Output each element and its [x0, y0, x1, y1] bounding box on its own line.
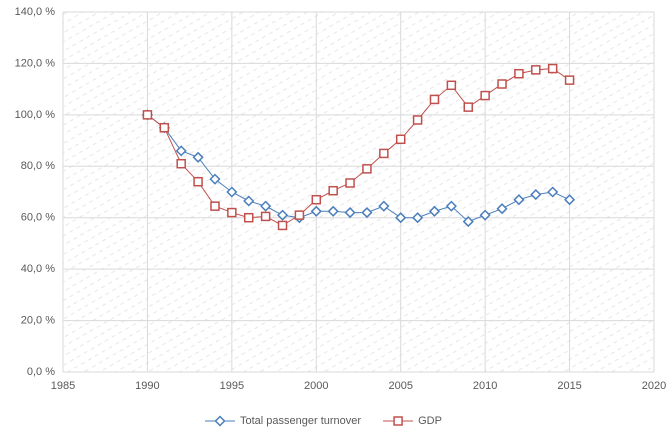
x-tick-label: 2000	[304, 380, 328, 392]
y-tick-label: 120,0 %	[15, 57, 56, 69]
marker	[260, 200, 272, 212]
marker	[214, 415, 226, 427]
marker	[412, 212, 424, 224]
marker	[429, 94, 440, 105]
marker	[277, 220, 288, 231]
marker	[479, 209, 491, 221]
marker	[227, 207, 237, 218]
marker	[176, 158, 186, 169]
marker	[361, 207, 373, 219]
x-tick-label: 2020	[642, 380, 666, 392]
marker	[192, 151, 204, 163]
y-tick-label: 80,0 %	[21, 160, 55, 172]
legend-entry: Total passenger turnover	[205, 415, 361, 427]
marker	[362, 164, 372, 174]
marker	[530, 189, 542, 201]
y-tick-label: 60,0 %	[21, 212, 55, 224]
marker	[564, 75, 575, 85]
plot-background	[63, 12, 654, 372]
marker	[311, 194, 322, 205]
x-tick-label: 2005	[388, 380, 412, 392]
marker	[395, 134, 406, 145]
marker	[243, 195, 255, 207]
marker	[210, 201, 220, 211]
marker	[310, 205, 322, 217]
marker	[395, 212, 407, 224]
marker	[547, 186, 559, 198]
marker	[226, 186, 238, 198]
x-tick-label: 1990	[135, 380, 159, 392]
marker	[497, 79, 507, 89]
y-tick-label: 40,0 %	[21, 263, 55, 275]
legend-label: Total passenger turnover	[240, 415, 361, 427]
marker	[379, 148, 389, 159]
marker	[564, 194, 576, 206]
y-tick-label: 140,0 %	[15, 6, 56, 18]
marker	[344, 207, 356, 219]
marker	[496, 203, 508, 215]
marker	[209, 173, 221, 185]
marker	[243, 212, 254, 223]
marker	[327, 205, 339, 217]
marker	[378, 200, 390, 212]
marker	[260, 211, 271, 222]
marker	[462, 216, 474, 228]
x-tick-label: 2010	[473, 380, 497, 392]
marker	[513, 194, 525, 206]
y-tick-label: 100,0 %	[15, 109, 56, 121]
marker	[445, 200, 457, 212]
marker	[446, 80, 457, 91]
marker	[193, 176, 203, 187]
marker	[276, 209, 289, 221]
x-tick-label: 2015	[557, 380, 581, 392]
marker	[531, 65, 541, 75]
marker	[175, 145, 187, 157]
x-tick-label: 1985	[51, 380, 75, 392]
marker	[345, 178, 355, 188]
marker	[393, 416, 403, 426]
marker	[159, 122, 170, 133]
marker	[463, 102, 474, 112]
marker	[480, 90, 490, 101]
legend-label: GDP	[418, 415, 442, 427]
y-tick-label: 0,0 %	[27, 366, 55, 378]
x-tick-label: 1995	[220, 380, 244, 392]
marker	[294, 210, 305, 220]
marker	[428, 205, 441, 217]
marker	[547, 63, 558, 74]
marker	[328, 185, 338, 196]
marker	[142, 110, 153, 120]
marker	[514, 68, 524, 79]
y-tick-label: 20,0 %	[21, 314, 55, 326]
legend-entry: GDP	[383, 415, 442, 427]
marker	[412, 115, 423, 125]
